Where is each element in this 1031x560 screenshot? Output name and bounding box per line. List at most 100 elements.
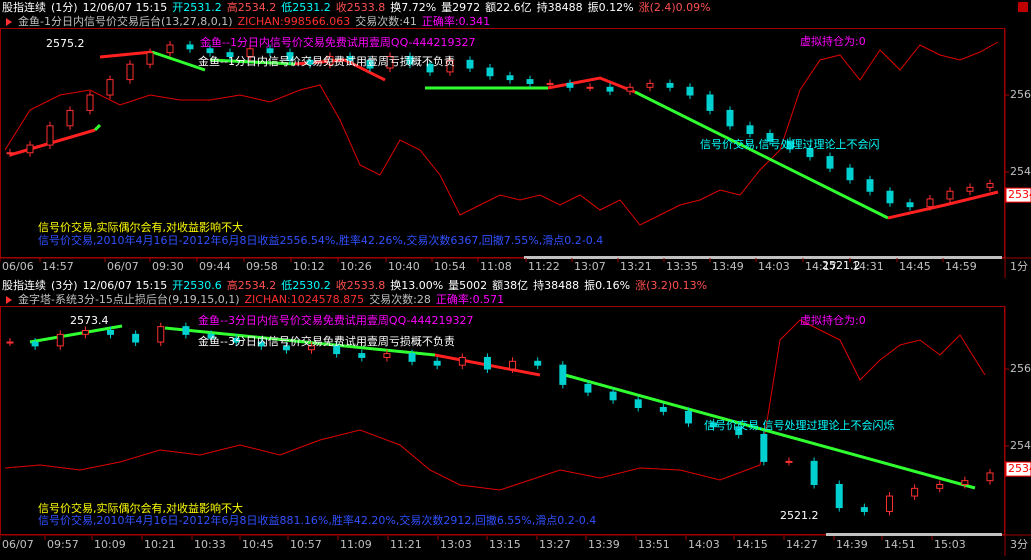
formula-header: 金鱼-1分日内信号价交易后台(13,27,8,0,1) ZICHAN:998566… [18, 14, 490, 28]
quote-field: 换7.72% [390, 0, 436, 14]
x-tick-label: 14:39 [836, 538, 868, 551]
candle [166, 44, 174, 54]
candle [710, 422, 718, 428]
candle [308, 345, 316, 351]
quote-field: (1分) [51, 1, 78, 14]
signal-line [634, 90, 889, 220]
candle [66, 109, 74, 127]
signal-line [164, 326, 436, 357]
candle [406, 56, 414, 65]
x-tick-label: 10:12 [293, 260, 325, 273]
quote-field: 股指连续 [2, 0, 46, 14]
x-tick-label: 10:45 [242, 538, 274, 551]
candle [726, 109, 734, 127]
signal-line [99, 50, 153, 59]
candle [426, 63, 434, 73]
signal-line [93, 123, 102, 132]
x-tick-label: 15:03 [934, 538, 966, 551]
x-tick-label: 06/06 [2, 260, 34, 273]
close-button[interactable] [1018, 2, 1028, 12]
candle [634, 399, 642, 408]
candle [186, 44, 194, 50]
candle [684, 410, 692, 424]
candle [286, 52, 294, 61]
quote-field: 持38488 [537, 0, 583, 14]
candle [106, 79, 114, 96]
candle [760, 433, 768, 462]
annotation: 虚拟持仓为:0 [800, 313, 866, 327]
scroll-bar[interactable] [524, 256, 1002, 259]
candle [446, 59, 454, 73]
x-tick-label: 10:54 [434, 260, 466, 273]
x-tick-label: 13:39 [588, 538, 620, 551]
x-tick-label: 13:15 [489, 538, 521, 551]
candle [458, 356, 466, 366]
quote-field: 高2534.2 [227, 0, 277, 14]
indicator-line [4, 319, 986, 491]
annotation: 信号价交易,2010年4月16日-2012年6月8日收益2556.54%,胜率4… [38, 233, 603, 247]
formula-field: 交易次数:41 [355, 14, 417, 28]
candle [46, 125, 54, 146]
formula-field: 正确率:0.571 [436, 292, 504, 306]
quote-field: 低2531.2 [281, 1, 331, 14]
x-tick-label: 14:27 [786, 538, 818, 551]
candle [534, 360, 542, 366]
x-tick-label: 14:03 [688, 538, 720, 551]
quote-field: (3分) [51, 279, 78, 292]
x-tick-label: 13:27 [539, 538, 571, 551]
candle [483, 356, 491, 370]
candle [966, 186, 974, 192]
candle [609, 391, 617, 401]
candle [786, 140, 794, 150]
candle [666, 82, 674, 88]
candle [408, 353, 416, 362]
formula-field: 交易次数:28 [369, 292, 431, 306]
x-tick-label: 13:35 [666, 260, 698, 273]
indicator-line [4, 41, 999, 226]
formula-icon [6, 296, 12, 304]
low-label: 2521.2 [780, 509, 819, 522]
x-tick-label: 14:03 [758, 260, 790, 273]
x-tick-label: 13:21 [620, 260, 652, 273]
x-tick-label: 10:57 [290, 538, 322, 551]
signal-line [29, 324, 123, 344]
x-tick-label: 10:33 [194, 538, 226, 551]
candle [433, 360, 441, 366]
quote-field: 开2530.6 [172, 279, 222, 292]
x-tick-label: 14:59 [945, 260, 977, 273]
candle [226, 52, 234, 58]
candle [835, 484, 843, 509]
x-tick-label: 11:22 [528, 260, 560, 273]
candle [646, 82, 654, 88]
candle [911, 487, 919, 497]
candle [986, 472, 994, 482]
x-tick-label: 09:44 [199, 260, 231, 273]
quote-field: 额22.6亿 [485, 1, 532, 14]
period-label: 1分 [1010, 260, 1028, 273]
candle [232, 337, 240, 343]
quote-field: 收2533.8 [336, 278, 386, 292]
annotation: 金鱼--1分日内信号价交易免费试用壹周QQ-444219327 [200, 35, 476, 49]
annotation: 金鱼--1分日内信号价交易免费试用壹周亏损概不负责 [198, 54, 455, 68]
candle [810, 460, 818, 485]
x-tick-label: 13:51 [638, 538, 670, 551]
candle [333, 345, 341, 355]
period-label: 3分 [1010, 538, 1028, 551]
candle [946, 190, 954, 200]
annotation: 信号价交易,信号处理过理论上不会闪烁 [704, 418, 895, 432]
x-tick-label: 11:09 [340, 538, 372, 551]
formula-field: 正确率:0.341 [422, 14, 490, 28]
candle [358, 353, 366, 358]
formula-field: ZICHAN:998566.063 [238, 15, 351, 28]
x-tick-label: 14:17 [805, 260, 837, 273]
candle [746, 125, 754, 135]
candle [686, 86, 694, 96]
x-tick-label: 14:57 [42, 260, 74, 273]
candle [584, 383, 592, 393]
candle [886, 190, 894, 204]
candle [586, 86, 594, 89]
quote-field: 12/06/07 15:15 [83, 279, 168, 292]
candle [961, 480, 969, 485]
scroll-bar[interactable] [826, 533, 1002, 536]
